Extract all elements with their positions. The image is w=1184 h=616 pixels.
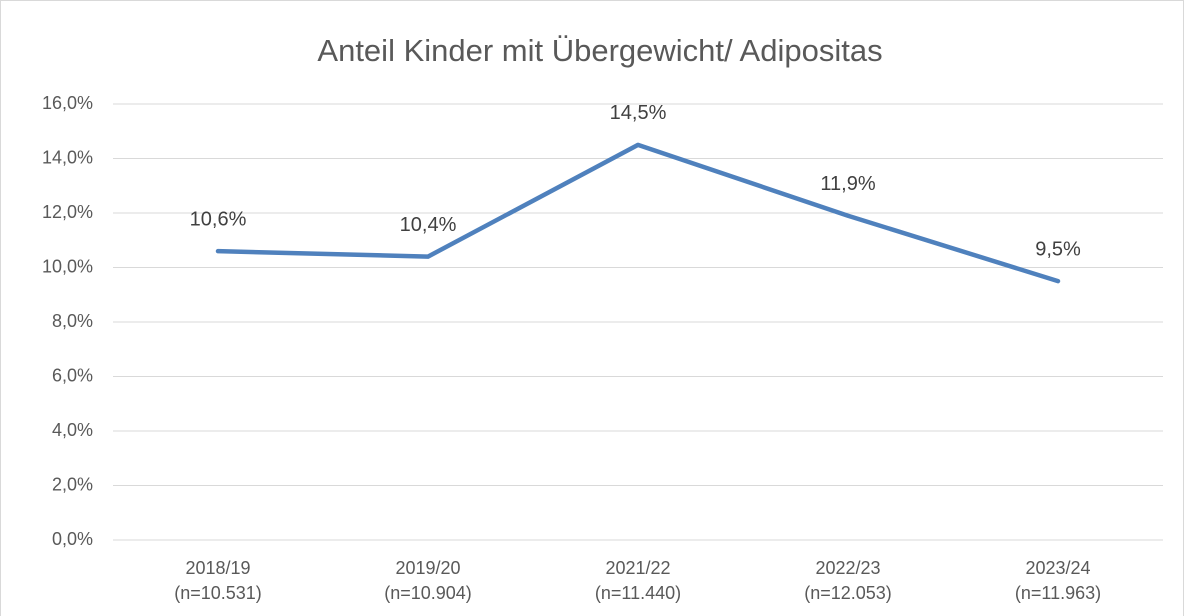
- x-tick-label: (n=11.440): [595, 583, 681, 603]
- x-tick-label: (n=10.531): [174, 583, 262, 603]
- x-tick-label: (n=11.963): [1015, 583, 1101, 603]
- y-tick-label: 10,0%: [42, 256, 93, 276]
- y-tick-label: 2,0%: [52, 474, 93, 494]
- x-tick-label: 2021/22: [605, 558, 670, 578]
- y-tick-label: 6,0%: [52, 365, 93, 385]
- data-label: 10,4%: [400, 214, 457, 236]
- y-tick-label: 14,0%: [42, 147, 93, 167]
- y-tick-label: 0,0%: [52, 529, 93, 549]
- x-tick-label: 2019/20: [395, 558, 460, 578]
- data-label: 10,6%: [190, 208, 247, 230]
- data-label: 9,5%: [1035, 238, 1081, 260]
- x-tick-label: 2022/23: [815, 558, 880, 578]
- data-line: [215, 142, 1061, 284]
- data-label: 14,5%: [610, 102, 667, 124]
- y-tick-label: 16,0%: [42, 93, 93, 113]
- data-label: 11,9%: [820, 173, 875, 195]
- y-tick-label: 8,0%: [52, 311, 93, 331]
- x-tick-label: (n=10.904): [384, 583, 472, 603]
- chart-title: Anteil Kinder mit Übergewicht/ Adiposita…: [317, 33, 882, 68]
- x-tick-label: (n=12.053): [804, 583, 892, 603]
- y-tick-label: 4,0%: [52, 420, 93, 440]
- x-tick-label: 2023/24: [1025, 558, 1090, 578]
- x-tick-label: 2018/19: [185, 558, 250, 578]
- y-tick-label: 12,0%: [42, 202, 93, 222]
